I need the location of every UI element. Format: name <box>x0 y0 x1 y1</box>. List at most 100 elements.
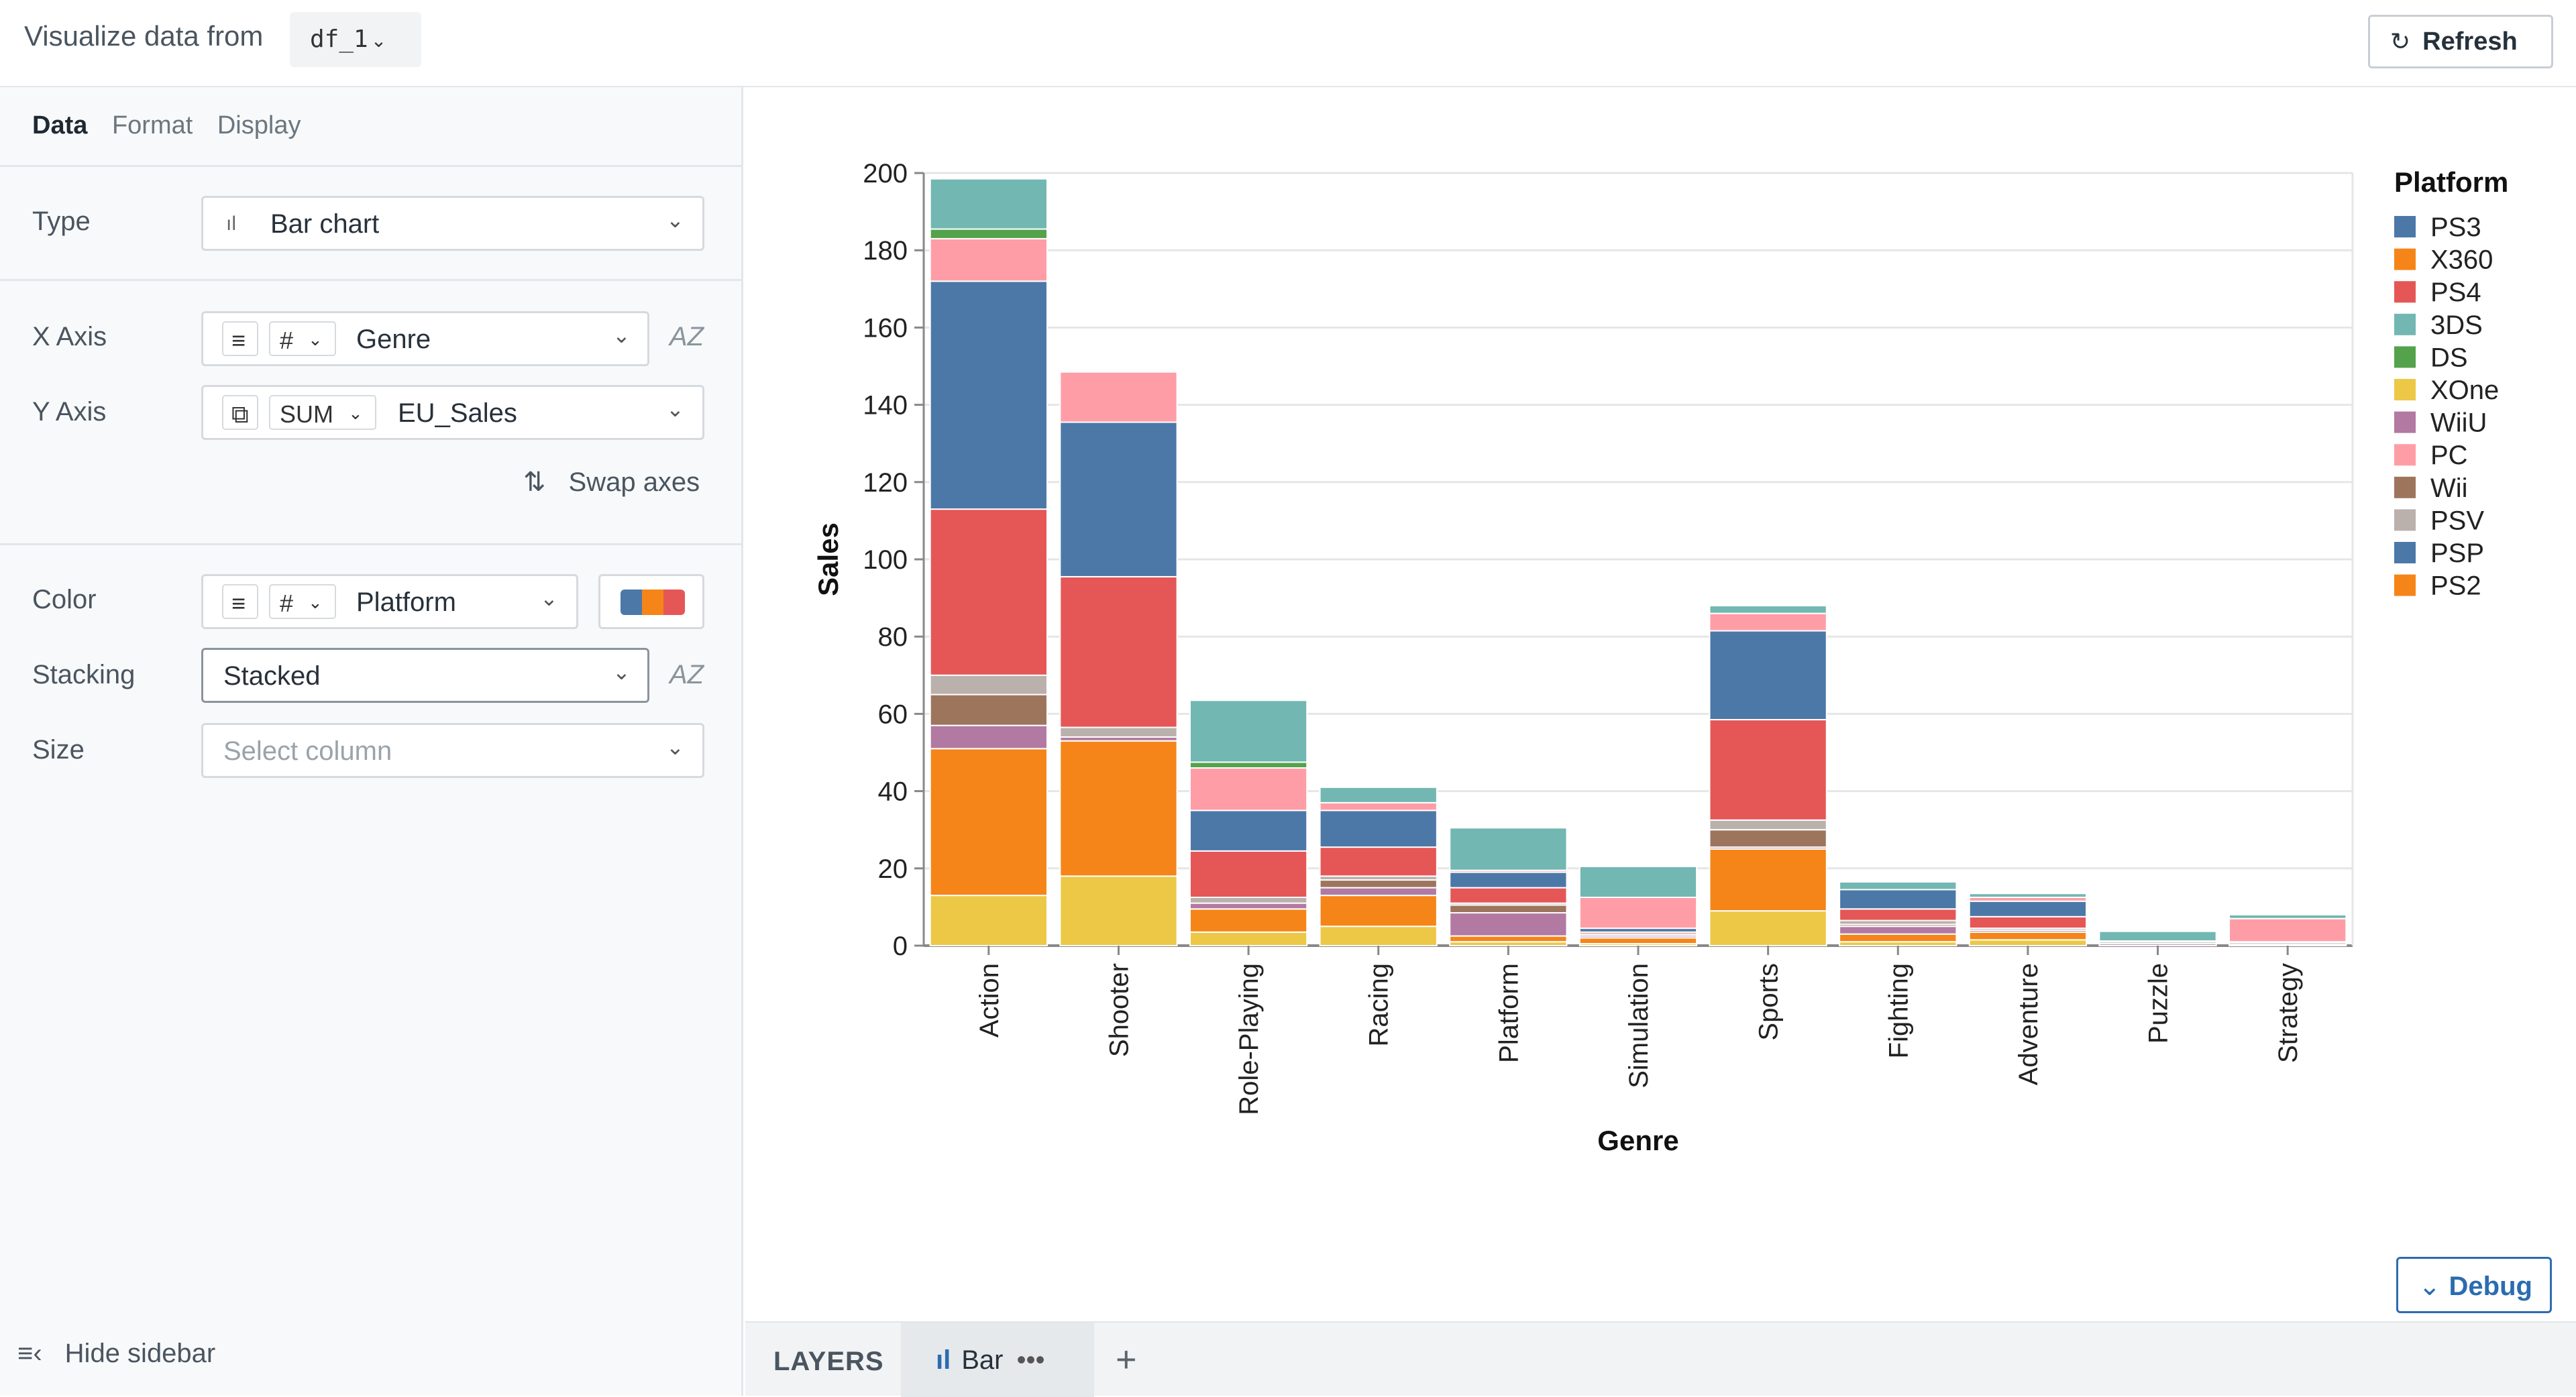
divider <box>0 543 743 545</box>
legend-swatch-psp <box>2394 542 2416 563</box>
divider <box>0 279 743 281</box>
size-label: Size <box>32 735 85 765</box>
x-tick-label: Puzzle <box>2144 963 2174 1044</box>
bar-segment-ps4 <box>1319 846 1438 877</box>
legend-swatch-x360 <box>2394 248 2416 270</box>
bar-segment-xone <box>1709 910 1827 947</box>
bar-segment-3ds <box>2229 913 2347 919</box>
hide-sidebar-button[interactable]: ≡‹ Hide sidebar <box>17 1339 215 1369</box>
chevron-down-icon: ⌄ <box>540 586 558 610</box>
y-tick-label: 120 <box>863 468 908 498</box>
swap-axes-button[interactable]: ⇅ Swap axes <box>523 467 700 498</box>
bar-segment-pc <box>1059 371 1178 423</box>
chevron-down-icon: ⌄ <box>666 208 684 232</box>
x-axis-select[interactable]: ≡ # ⌄ Genre ⌄ <box>201 311 649 366</box>
collapse-sidebar-icon: ≡‹ <box>17 1339 42 1368</box>
bar-segment-ps4 <box>1709 719 1827 821</box>
type-value: Bar chart <box>270 209 380 239</box>
legend-swatch-ps3 <box>2394 216 2416 237</box>
x-axis-label: X Axis <box>32 322 107 351</box>
bar-chart-icon: ıl <box>226 213 236 235</box>
y-tick-label: 20 <box>878 854 908 884</box>
y-axis-agg-select[interactable]: SUM ⌄ <box>269 395 376 430</box>
add-layer-icon[interactable]: + <box>1116 1339 1137 1380</box>
x-tick-label: Simulation <box>1624 963 1654 1088</box>
y-tick-label: 0 <box>893 932 908 961</box>
tab-format[interactable]: Format <box>111 111 193 139</box>
layer-tab-label: Bar <box>961 1345 1004 1375</box>
sort-az-icon[interactable]: AZ <box>669 322 704 351</box>
bar-segment-x360 <box>1839 933 1957 943</box>
x-axis-kind-select[interactable]: # ⌄ <box>269 321 336 356</box>
bar-segment-wiiu <box>1839 926 1957 935</box>
stacking-select[interactable]: Stacked ⌄ <box>201 648 649 703</box>
bar-segment-pc <box>1578 897 1698 930</box>
legend-swatch-xone <box>2394 379 2416 400</box>
type-select[interactable]: ıl Bar chart ⌄ <box>201 196 704 251</box>
divider <box>0 165 743 167</box>
legend-label: PSP <box>2430 539 2484 568</box>
legend-swatch-ds <box>2394 346 2416 368</box>
bar-segment-ds <box>1189 761 1308 769</box>
y-tick-label: 140 <box>863 391 908 421</box>
bar-segment-3ds <box>1839 881 1957 891</box>
tab-data[interactable]: Data <box>32 111 88 139</box>
bar-segment-x360 <box>929 748 1048 897</box>
bar-segment-xone <box>1059 875 1178 946</box>
tab-display[interactable]: Display <box>217 111 301 139</box>
x-tick-label: Racing <box>1364 963 1394 1047</box>
bar-segment-pc <box>1189 767 1308 812</box>
bar-segment-pc <box>2229 917 2347 943</box>
bar-segment-x360 <box>1319 895 1438 928</box>
copy-icon: ⧉ <box>222 395 258 430</box>
bar-segment-ps4 <box>1968 915 2088 930</box>
size-select[interactable]: Select column ⌄ <box>201 723 704 778</box>
legend-label: XOne <box>2430 376 2499 405</box>
bar-segment-ps3 <box>1709 630 1827 721</box>
legend-label: X360 <box>2430 245 2493 275</box>
refresh-button[interactable]: ↻ Refresh <box>2368 15 2553 68</box>
bar-segment-wiiu <box>1319 887 1438 897</box>
stacking-label: Stacking <box>32 660 136 689</box>
bar-segment-psv <box>929 674 1048 695</box>
bar-segment-psv <box>1709 819 1827 831</box>
legend-swatch-ps2 <box>2394 574 2416 596</box>
stacked-bar-chart[interactable]: 0 20 40 60 80 100 120 140 160 180 200 Action Shooter… <box>745 87 2576 1321</box>
y-tick-label: 180 <box>863 236 908 266</box>
y-tick-label: 200 <box>863 159 908 188</box>
bar-segment-xone <box>1319 926 1438 946</box>
bar-segment-ps3 <box>1319 809 1438 848</box>
color-kind-select[interactable]: # ⌄ <box>269 584 336 619</box>
legend-label: Wii <box>2430 473 2468 503</box>
bar-segment-x360 <box>1059 740 1178 877</box>
bar-segment-ps4 <box>1189 850 1308 899</box>
bar-segment-ps3 <box>1059 421 1178 577</box>
refresh-icon: ↻ <box>2390 27 2411 55</box>
color-palette-button[interactable] <box>598 574 704 629</box>
legend-label: PC <box>2430 441 2468 470</box>
type-label: Type <box>32 207 91 236</box>
sort-az-icon[interactable]: AZ <box>669 660 704 689</box>
x-tick-label: Action <box>975 963 1004 1038</box>
chart-area: 0 20 40 60 80 100 120 140 160 180 200 Action Shooter… <box>745 87 2576 1321</box>
legend-label: PS3 <box>2430 213 2481 242</box>
legend-label: PSV <box>2430 506 2484 535</box>
more-icon[interactable]: ••• <box>1016 1345 1045 1375</box>
bar-chart-icon: ıl <box>936 1345 951 1375</box>
bar-segment-3ds <box>929 178 1048 230</box>
layer-tab-bar[interactable]: ıl Bar ••• <box>901 1323 1094 1397</box>
dataframe-selector[interactable]: df_1 ⌄ <box>290 12 421 67</box>
debug-button[interactable]: ⌄ Debug <box>2396 1257 2552 1313</box>
legend-swatch-ps4 <box>2394 281 2416 303</box>
bar-segment-ds <box>929 228 1048 239</box>
chevron-down-icon: ⌄ <box>612 660 631 684</box>
y-axis-label: Y Axis <box>32 397 107 427</box>
bar-segment-ps3 <box>1968 900 2088 917</box>
dataframe-name: df_1 <box>310 25 368 53</box>
legend-label: DS <box>2430 343 2468 372</box>
y-tick-label: 160 <box>863 313 908 343</box>
bar-segment-3ds <box>1319 786 1438 803</box>
color-select[interactable]: ≡ # ⌄ Platform ⌄ <box>201 574 578 629</box>
y-axis-select[interactable]: ⧉ SUM ⌄ EU_Sales ⌄ <box>201 385 704 440</box>
bar-segment-x360 <box>1189 908 1308 933</box>
